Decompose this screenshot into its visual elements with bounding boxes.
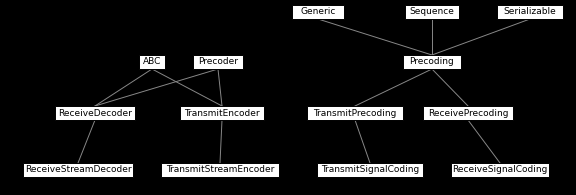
Text: Sequence: Sequence [410, 7, 454, 17]
FancyBboxPatch shape [405, 5, 459, 19]
FancyBboxPatch shape [292, 5, 344, 19]
Text: Precoder: Precoder [198, 58, 238, 66]
FancyBboxPatch shape [55, 106, 135, 120]
FancyBboxPatch shape [161, 163, 279, 177]
FancyBboxPatch shape [180, 106, 264, 120]
Text: ABC: ABC [143, 58, 161, 66]
Text: ReceiveDecoder: ReceiveDecoder [58, 108, 132, 118]
FancyBboxPatch shape [193, 55, 243, 69]
FancyBboxPatch shape [403, 55, 461, 69]
Text: ReceiveSignalCoding: ReceiveSignalCoding [452, 166, 548, 175]
FancyBboxPatch shape [497, 5, 563, 19]
FancyBboxPatch shape [139, 55, 165, 69]
Text: Generic: Generic [300, 7, 336, 17]
FancyBboxPatch shape [317, 163, 423, 177]
Text: Precoding: Precoding [410, 58, 454, 66]
FancyBboxPatch shape [423, 106, 513, 120]
Text: TransmitStreamEncoder: TransmitStreamEncoder [166, 166, 274, 175]
Text: TransmitEncoder: TransmitEncoder [184, 108, 260, 118]
FancyBboxPatch shape [23, 163, 133, 177]
Text: TransmitPrecoding: TransmitPrecoding [313, 108, 397, 118]
Text: ReceivePrecoding: ReceivePrecoding [428, 108, 508, 118]
Text: TransmitSignalCoding: TransmitSignalCoding [321, 166, 419, 175]
Text: Serializable: Serializable [503, 7, 556, 17]
FancyBboxPatch shape [307, 106, 403, 120]
Text: ReceiveStreamDecoder: ReceiveStreamDecoder [25, 166, 131, 175]
FancyBboxPatch shape [451, 163, 549, 177]
